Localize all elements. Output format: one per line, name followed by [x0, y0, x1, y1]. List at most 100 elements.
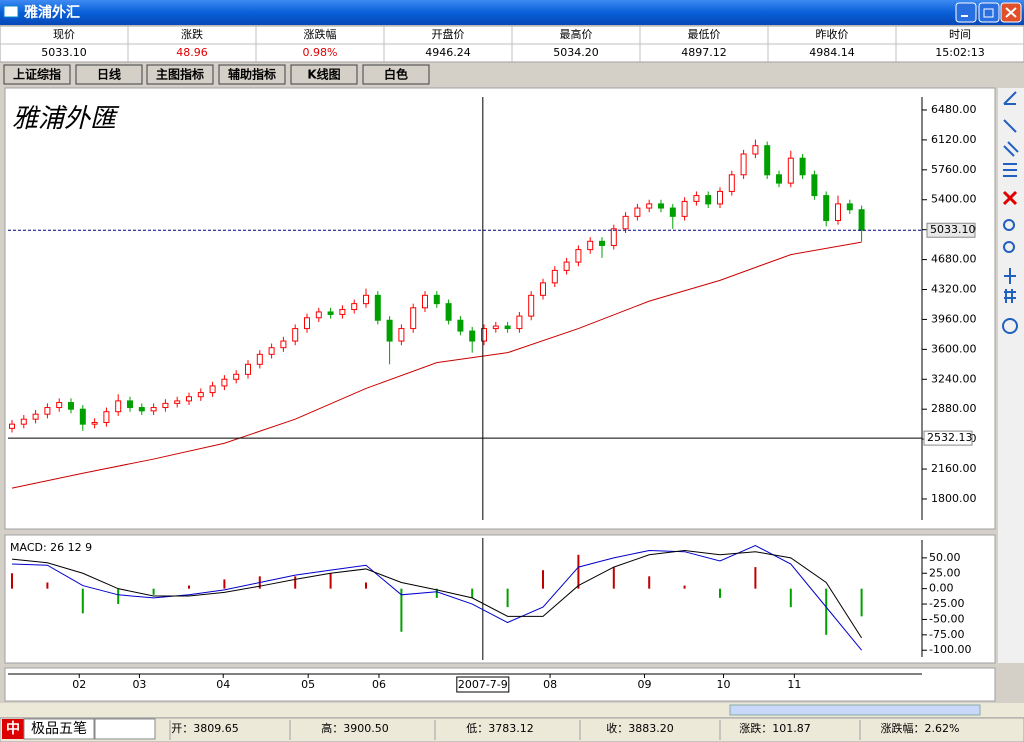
candle-body [528, 294, 535, 317]
candle-body [162, 402, 169, 409]
quote-value: 4897.12 [681, 46, 727, 59]
tool-icon[interactable] [1003, 219, 1015, 231]
y-tick-label: 2880.00 [931, 402, 977, 415]
candle-body [705, 195, 712, 205]
y-tick-label: 4680.00 [931, 253, 977, 266]
candle-body [492, 325, 499, 330]
candle-body [79, 408, 86, 425]
tool-icon[interactable] [1003, 91, 1017, 105]
candle-body [433, 294, 440, 305]
candle-body [764, 145, 771, 176]
candle-body [622, 215, 629, 230]
y-tick-label: 25.00 [929, 566, 961, 579]
tool-icon[interactable] [1003, 119, 1017, 133]
side-tools [1002, 91, 1019, 334]
toolbar-label: 上证综指 [13, 67, 61, 82]
minimize-button[interactable] [955, 2, 977, 23]
watermark: 雅浦外匯 [12, 104, 120, 134]
tool-icon[interactable] [1004, 289, 1016, 303]
icon [1005, 7, 1017, 18]
dea-line [11, 549, 863, 639]
quote-header: 涨跌幅 [304, 27, 337, 41]
candle-body [740, 153, 747, 176]
ime-box [23, 718, 95, 740]
ma-line [11, 241, 862, 489]
tool-icon[interactable] [1003, 241, 1015, 253]
tool-icon[interactable] [1003, 163, 1017, 177]
quote-value: 5034.20 [553, 46, 599, 59]
main-panel [4, 87, 996, 530]
ime-tools [94, 718, 156, 740]
ime-name: 极品五笔 [31, 721, 87, 737]
status-item: 低：3783.12 [466, 722, 534, 735]
candle-body [209, 385, 216, 394]
candle-body [339, 308, 346, 315]
quote-header: 开盘价 [432, 27, 465, 41]
candle-body [327, 311, 334, 315]
quote-value: 15:02:13 [935, 46, 984, 59]
candle-body [32, 413, 39, 420]
quote-header: 昨收价 [816, 27, 849, 41]
x-tick-label: 06 [372, 678, 386, 691]
toolbar-button[interactable] [290, 64, 358, 85]
toolbar-button[interactable] [3, 64, 71, 85]
quote-header: 最低价 [688, 28, 721, 41]
quote-value: 0.98% [303, 46, 338, 59]
tool-icon[interactable] [1004, 268, 1016, 284]
toolbar-button[interactable] [75, 64, 143, 85]
macd-panel [4, 534, 996, 664]
candle-body [186, 396, 192, 402]
quote-header: 涨跌 [181, 27, 203, 41]
title-bar [0, 0, 1024, 25]
y-tick-label: -75.00 [929, 628, 964, 641]
candle-body [835, 203, 841, 222]
candle-body [410, 307, 417, 330]
candle-body [304, 317, 310, 330]
candle-body [422, 294, 428, 309]
scroll-thumb[interactable] [729, 704, 981, 716]
tool-icon[interactable] [1002, 318, 1018, 334]
y-tick-label: 6120.00 [931, 133, 977, 146]
toolbar-label: 白色 [384, 67, 408, 82]
y-tick-label: -50.00 [929, 612, 964, 625]
toolbar-button[interactable] [218, 64, 286, 85]
quote-header: 时间 [949, 28, 971, 41]
status-item: 开：3809.65 [171, 722, 239, 735]
candle-body [787, 157, 794, 184]
tool-icon[interactable] [1003, 141, 1019, 157]
x-tick-label: 08 [543, 678, 557, 691]
candle-body [374, 294, 381, 321]
status-item: 收：3883.20 [606, 721, 674, 735]
candle-body [363, 294, 369, 305]
ime-icon-bg [2, 719, 24, 739]
tool-icon[interactable] [1002, 190, 1018, 206]
candle-body [197, 392, 204, 398]
candle-body [646, 203, 653, 209]
x-tick-label: 02 [72, 678, 86, 691]
quote-value: 5033.10 [41, 46, 87, 59]
candle-body [386, 319, 393, 342]
restore-button[interactable] [978, 2, 1000, 23]
x-tick-label: 03 [132, 678, 146, 691]
candle-body [846, 203, 853, 211]
y-tick-label: 5400.00 [931, 193, 977, 206]
toolbar-button[interactable] [362, 64, 430, 85]
candle-body [634, 207, 641, 217]
candle-body [752, 145, 759, 155]
candle-body [776, 174, 782, 184]
candle-body [221, 378, 228, 387]
candle-body [445, 303, 452, 321]
candle-body [44, 407, 51, 415]
toolbar-button[interactable] [146, 64, 214, 85]
dif-line [11, 544, 862, 651]
status-item: 高：3900.50 [321, 721, 389, 735]
status-item: 涨跌：101.87 [739, 721, 811, 735]
toolbar-label: K线图 [307, 67, 340, 82]
x-tick-label: 05 [301, 678, 315, 691]
candle-body [256, 353, 263, 365]
candle-body [728, 174, 735, 192]
side-toolbar [998, 88, 1024, 663]
candle-body [516, 315, 523, 330]
